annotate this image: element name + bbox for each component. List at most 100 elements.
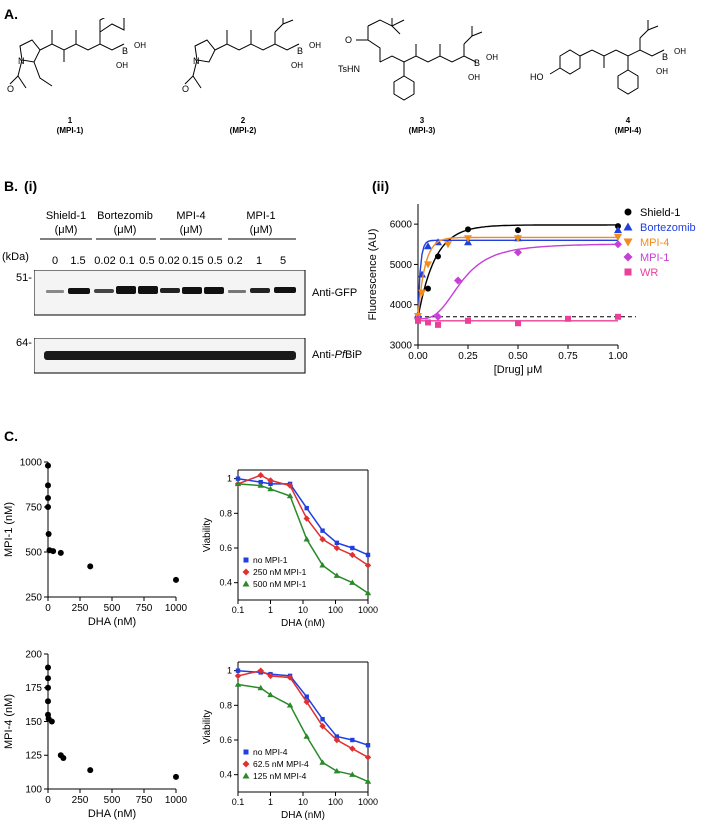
B-ii-xtick-label-1: 0.25	[458, 351, 478, 362]
bii-point-bortezomib-6	[614, 226, 622, 234]
compound-4-oh2-label: OH	[656, 67, 668, 76]
B-ii-ytick-label-1: 4000	[390, 300, 413, 311]
chart-c-viability-mpi4: 0.1 1 10 100 1000 0.4 0.6 0.8 1 DHA (nM) Viability…	[202, 661, 378, 821]
C-viability-MPI-4-point-0-6	[334, 734, 340, 739]
C-viability-MPI-4-line-1	[237, 669, 369, 758]
bii-point-shield-1-1	[425, 285, 431, 292]
C-isobologram-MPI-1-ytick-label-0: 250	[25, 592, 42, 603]
C-viability-MPI-1-point-2-8	[364, 589, 372, 596]
panel-b-i-label: (i)	[24, 178, 38, 194]
C-isobologram-MPI-1-ytick-label-2: 750	[25, 502, 42, 513]
bii-point-wr-1	[425, 319, 431, 326]
blot-group-mpi1-name: MPI-1	[246, 210, 276, 222]
compound-4-ho-label: HO	[530, 72, 544, 82]
panel-b-ii-label: (ii)	[372, 178, 390, 194]
C-viability-MPI-1-legend-label-1: 250 nM MPI-1	[253, 567, 307, 577]
blot-group-mpi1-unit: (μM)	[249, 224, 273, 236]
C-isobologram-MPI-1-ylabel: MPI-1 (nM)	[3, 502, 15, 557]
anti-pfbip-prefix: Anti-	[312, 349, 335, 361]
C-viability-MPI-1-legend-marker-0	[243, 557, 249, 563]
bii-point-shield-1-3	[465, 226, 471, 233]
anti-pfbip-suffix: BiP	[345, 349, 363, 361]
bii-point-mpi-1-3	[514, 248, 522, 257]
lane-11-conc: 5	[279, 255, 287, 267]
C-viability-MPI-4-xtick-label-4: 1000	[358, 797, 378, 807]
C-viability-MPI-1-line-1	[237, 474, 369, 566]
C-isobologram-MPI-1-point-1	[45, 482, 51, 489]
C-viability-MPI-1-xtick-label-3: 100	[328, 605, 343, 615]
C-isobologram-MPI-4-xtick-label-0: 0	[45, 795, 51, 806]
lane-3-conc: 0.02	[94, 255, 116, 267]
compound-2-oh1-label: OH	[309, 41, 321, 50]
C-viability-MPI-4-point-2-5	[319, 759, 326, 765]
C-viability-MPI-1-point-2-7	[349, 579, 356, 585]
C-isobologram-MPI-1-xtick-label-1: 250	[72, 603, 89, 614]
C-viability-MPI-4-point-0-4	[304, 694, 309, 699]
C-isobologram-MPI-4-xtick-label-1: 250	[72, 795, 89, 806]
C-viability-MPI-1-legend-label-0: no MPI-1	[253, 555, 288, 565]
C-viability-MPI-1-line-0	[237, 477, 369, 556]
C-viability-MPI-4-ylabel: Viability	[202, 710, 213, 744]
bii-legend-marker-wr	[624, 268, 632, 276]
C-viability-MPI-1-point-0-5	[320, 528, 325, 533]
C-viability-MPI-4-point-2-0	[234, 681, 242, 687]
compound-4-code: (MPI-4)	[614, 126, 642, 135]
C-viability-MPI-1-ytick-label-2: 0.8	[219, 508, 232, 518]
bii-legend-marker-mpi-1	[623, 252, 633, 262]
C-viability-MPI-1-point-1-2	[267, 477, 274, 484]
C-viability-MPI-1-point-2-4	[303, 536, 310, 542]
C-isobologram-MPI-4-point-10	[173, 773, 179, 780]
C-viability-MPI-4-point-0-7	[350, 737, 355, 743]
C-viability-MPI-1-point-2-5	[319, 562, 326, 568]
C-viability-MPI-4-legend-label-1: 62.5 nM MPI-4	[253, 759, 309, 769]
C-viability-MPI-1-xtick-label-2: 10	[298, 605, 308, 615]
compound-3-tshn-label: TsHN	[338, 64, 360, 74]
bii-point-mpi-4-3	[444, 241, 452, 249]
chart-c-isobologram-mpi4: 0 250 500 750 1000 100 125 150 175 200 DHA (nM) MPI…	[3, 649, 188, 820]
C-viability-MPI-4-point-2-6	[333, 768, 341, 774]
C-viability-MPI-1-xlabel: DHA (nM)	[281, 618, 325, 629]
C-viability-MPI-4-point-1-6	[333, 736, 341, 744]
compound-3-code: (MPI-3)	[408, 126, 436, 135]
bii-point-mpi-4-2	[424, 261, 432, 269]
C-viability-MPI-4-point-2-4	[303, 733, 310, 739]
C-viability-MPI-1-point-2-6	[333, 572, 341, 578]
C-viability-MPI-4-line-0	[237, 669, 369, 746]
compound-4-structure	[549, 20, 665, 95]
C-isobologram-MPI-1-point-7	[57, 549, 64, 556]
bii-point-mpi-4-1	[418, 289, 426, 297]
C-viability-MPI-4-point-1-7	[349, 745, 356, 752]
C-viability-MPI-4-ytick-label-1: 0.6	[219, 735, 232, 745]
C-isobologram-MPI-1-ytick-label-3: 1000	[20, 457, 43, 468]
B-ii-ylabel: Fluorescence (AU)	[367, 229, 379, 321]
C-viability-MPI-4-point-0-0	[235, 668, 241, 673]
blot-group-mpi4-unit: (μM)	[179, 224, 203, 236]
C-isobologram-MPI-1-point-3	[45, 504, 51, 510]
structures-svg: O N B OH OH O N B OH OH O TsHN B OH OH	[7, 18, 686, 101]
compound-1-o-label: O	[7, 84, 14, 94]
bii-legend-marker-shield-1	[624, 208, 632, 216]
bii-legend-marker-mpi-4	[623, 238, 633, 247]
blot-gfp	[34, 270, 306, 316]
C-isobologram-MPI-4-ylabel: MPI-4 (nM)	[3, 694, 15, 749]
C-isobologram-MPI-4-point-2	[45, 684, 51, 691]
compound-2-code: (MPI-2)	[229, 126, 257, 135]
C-viability-MPI-4-point-2-8	[364, 778, 372, 784]
C-viability-MPI-1-point-1-6	[333, 544, 341, 552]
C-viability-MPI-4-ytick-label-0: 0.4	[219, 770, 232, 780]
bii-point-mpi-4-6	[614, 234, 622, 242]
compound-4-number: 4	[625, 116, 631, 125]
C-isobologram-MPI-4-xtick-label-3: 750	[136, 795, 153, 806]
B-ii-ytick-label-2: 5000	[390, 260, 413, 271]
C-viability-MPI-4-point-1-0	[234, 672, 242, 680]
C-viability-MPI-1-ytick-label-3: 1	[227, 474, 232, 484]
panel-c-letter: C.	[4, 428, 18, 444]
C-isobologram-MPI-4-point-0	[45, 664, 51, 671]
B-ii-xtick-label-2: 0.50	[508, 351, 528, 362]
lane-5-conc: 0.5	[139, 255, 155, 267]
C-viability-MPI-4-legend-marker-2	[242, 772, 250, 779]
C-isobologram-MPI-4-xtick-label-2: 500	[104, 795, 121, 806]
anti-pfbip-italic: Pf	[334, 349, 346, 361]
compound-1-n-label: N	[18, 56, 25, 66]
bii-point-shield-1-2	[435, 253, 441, 260]
